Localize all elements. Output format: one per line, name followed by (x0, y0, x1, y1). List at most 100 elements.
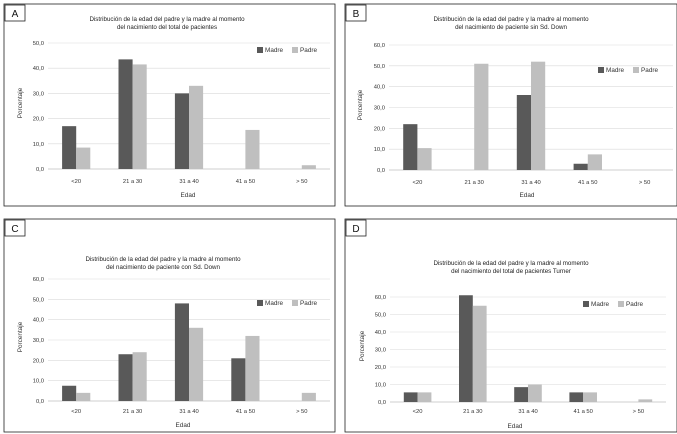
y-axis-label: Porcentaje (17, 87, 24, 118)
legend-label-padre: Padre (300, 300, 317, 307)
bar-padre (245, 129, 260, 169)
bar-padre (472, 305, 487, 402)
y-tick-label: 50,0 (374, 64, 385, 70)
x-axis-label: Edad (176, 422, 191, 429)
bar-madre (62, 385, 77, 401)
chart-title-line: Distribución de la edad del padre y la m… (433, 260, 589, 267)
legend-swatch-padre (292, 47, 298, 53)
bar-padre (638, 399, 653, 402)
bar-madre (118, 59, 133, 169)
legend-label-padre: Padre (300, 47, 317, 54)
chart-title-line: del nacimiento de paciente con Sd. Down (106, 264, 220, 271)
y-tick-label: 40,0 (33, 66, 44, 72)
y-tick-label: 40,0 (33, 318, 44, 324)
bar-padre (587, 154, 602, 170)
panel-c-letter-box (4, 219, 26, 237)
legend: Madre Padre (583, 301, 643, 308)
x-tick-label: 41 a 50 (236, 409, 255, 415)
chart-title-line: del nacimiento del total de pacientes (117, 24, 217, 31)
chart-title-line: del nacimiento de paciente sin Sd. Down (455, 24, 567, 31)
y-tick-label: 10,0 (375, 383, 386, 389)
x-tick-label: 41 a 50 (578, 180, 597, 186)
y-tick-label: 0,0 (36, 399, 44, 405)
y-tick-label: 50,0 (33, 297, 44, 303)
x-axis-label: Edad (508, 423, 523, 430)
bar-padre (189, 327, 204, 401)
y-axis-label: Porcentaje (17, 321, 24, 352)
x-tick-label: <20 (412, 180, 422, 186)
y-tick-label: 20,0 (33, 117, 44, 123)
panel-d-letter: D (352, 224, 359, 235)
legend-swatch-madre (598, 67, 604, 73)
y-tick-label: 20,0 (33, 358, 44, 364)
y-tick-label: 60,0 (375, 295, 386, 301)
panel-c: C Distribución de la edad del padre y la … (3, 218, 336, 433)
x-tick-label: 21 a 30 (465, 180, 484, 186)
bar-madre (403, 124, 418, 170)
bar-padre (76, 392, 91, 401)
legend-swatch-padre (618, 301, 624, 307)
y-tick-label: 60,0 (374, 43, 385, 49)
bar-madre (231, 358, 246, 401)
x-tick-label: > 50 (296, 179, 307, 185)
x-tick-label: 41 a 50 (574, 409, 593, 415)
bar-padre (132, 352, 147, 401)
legend-swatch-padre (292, 300, 298, 306)
y-tick-label: 30,0 (33, 91, 44, 97)
panel-b-frame (344, 3, 677, 207)
bar-padre (528, 384, 542, 402)
bar-madre (62, 126, 77, 169)
x-tick-label: > 50 (296, 409, 307, 415)
legend-label-madre: Madre (265, 300, 284, 307)
bar-madre (174, 303, 189, 401)
legend-label-padre: Padre (626, 301, 643, 308)
panel-b: B Distribución de la edad del padre y la … (344, 3, 677, 207)
bar-madre (569, 392, 584, 402)
panel-b-letter: B (353, 9, 360, 20)
x-tick-label: > 50 (633, 409, 644, 415)
y-tick-label: 50,0 (33, 41, 44, 47)
bar-padre (132, 64, 147, 169)
panel-c-frame (3, 218, 336, 433)
y-tick-label: 60,0 (33, 277, 44, 283)
bar-padre (301, 165, 316, 169)
legend: Madre Padre (257, 47, 317, 54)
x-tick-label: 31 a 40 (179, 179, 198, 185)
y-axis-label: Porcentaje (357, 89, 364, 120)
bar-padre (417, 148, 432, 170)
y-tick-label: 20,0 (375, 365, 386, 371)
panel-d: D Distribución de la edad del padre y la … (344, 218, 677, 433)
y-tick-label: 50,0 (375, 313, 386, 319)
x-tick-label: 21 a 30 (123, 179, 142, 185)
bar-padre (301, 392, 316, 401)
legend-label-madre: Madre (591, 301, 610, 308)
bar-madre (514, 387, 528, 402)
y-axis-label: Porcentaje (359, 330, 366, 361)
y-tick-label: 10,0 (374, 147, 385, 153)
y-tick-label: 0,0 (378, 400, 386, 406)
x-tick-label: <20 (413, 409, 423, 415)
bar-padre (474, 63, 489, 170)
y-tick-label: 0,0 (36, 167, 44, 173)
panel-d-letter-box (345, 219, 367, 237)
y-tick-label: 10,0 (33, 379, 44, 385)
x-tick-label: 31 a 40 (518, 409, 537, 415)
y-tick-label: 30,0 (375, 348, 386, 354)
panel-a-letter: A (12, 9, 19, 20)
x-tick-label: <20 (71, 409, 81, 415)
legend-label-madre: Madre (606, 67, 625, 74)
y-tick-label: 40,0 (374, 85, 385, 91)
y-tick-label: 10,0 (33, 142, 44, 148)
bar-madre (403, 392, 418, 402)
y-tick-label: 40,0 (375, 330, 386, 336)
bar-padre (531, 61, 546, 170)
bar-madre (516, 95, 531, 170)
x-axis-label: Edad (181, 192, 196, 199)
bar-padre (76, 147, 91, 169)
panel-a: A Distribución de la edad del padre y la … (3, 3, 336, 207)
x-tick-label: <20 (71, 179, 81, 185)
chart-title-line: Distribución de la edad del padre y la m… (433, 16, 589, 23)
x-tick-label: 21 a 30 (463, 409, 482, 415)
x-tick-label: 31 a 40 (179, 409, 198, 415)
y-tick-label: 20,0 (374, 126, 385, 132)
